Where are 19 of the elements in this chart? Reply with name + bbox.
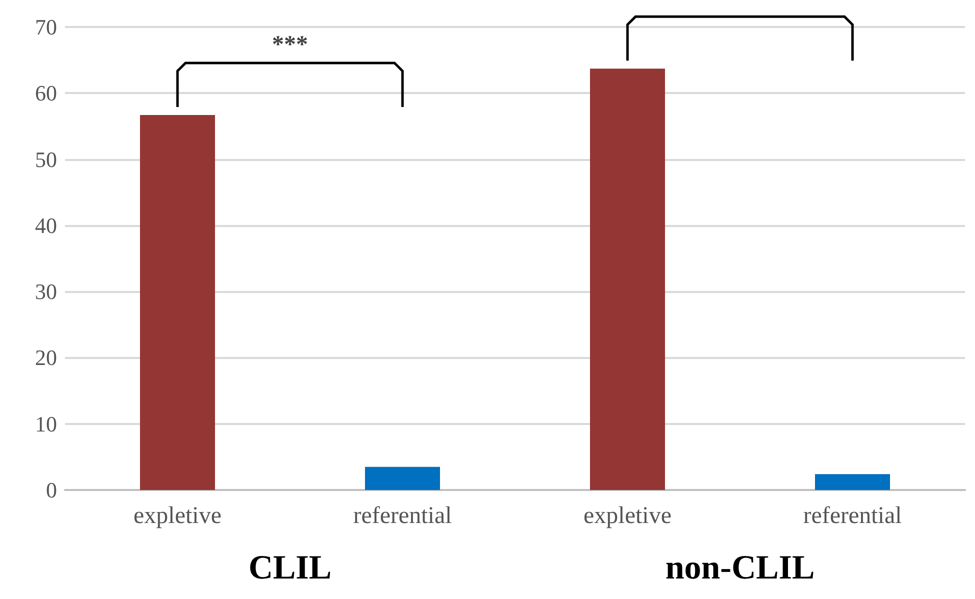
y-tick-label: 30: [35, 279, 57, 304]
y-tick-label: 60: [35, 80, 57, 106]
y-tick-label: 50: [35, 146, 57, 172]
x-tick-label: expletive: [584, 503, 672, 529]
y-tick-label: 10: [35, 411, 57, 436]
bar: [140, 114, 215, 490]
text: non-CLIL: [665, 550, 815, 586]
annotation: ***: [272, 32, 308, 58]
bar: [590, 68, 665, 490]
x-tick-label: referential: [353, 503, 452, 529]
bar: [815, 474, 890, 490]
y-tick-label: 40: [35, 212, 57, 238]
x-tick-label: referential: [803, 503, 902, 529]
x-tick-label: expletive: [134, 503, 222, 529]
y-tick-label: 70: [35, 14, 57, 40]
y-tick-label: 20: [35, 345, 57, 370]
y-tick-label: 0: [46, 478, 57, 502]
bar: [365, 466, 440, 490]
text: CLIL: [248, 550, 332, 586]
